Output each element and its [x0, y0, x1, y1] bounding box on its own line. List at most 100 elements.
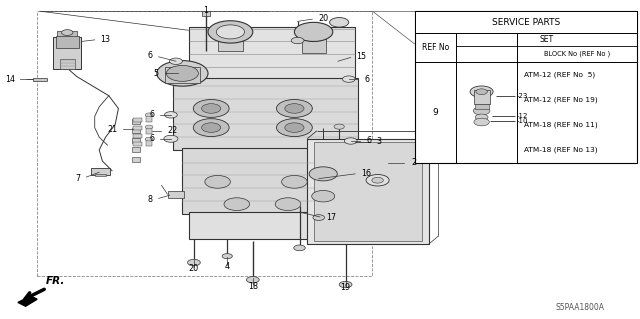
- Circle shape: [202, 104, 221, 113]
- Circle shape: [145, 113, 153, 117]
- Circle shape: [145, 137, 153, 141]
- Text: 6: 6: [149, 134, 154, 143]
- Circle shape: [276, 119, 312, 137]
- Text: REF No: REF No: [422, 43, 449, 52]
- Text: -10: -10: [516, 118, 528, 124]
- Text: 4: 4: [225, 262, 230, 271]
- Circle shape: [282, 175, 307, 188]
- Bar: [165, 67, 200, 83]
- Text: 5: 5: [154, 69, 159, 78]
- Bar: [37, 11, 372, 276]
- Bar: [415, 11, 637, 163]
- Circle shape: [294, 245, 305, 251]
- Bar: [474, 90, 490, 105]
- Circle shape: [188, 259, 200, 266]
- Text: 20: 20: [318, 14, 328, 23]
- Text: 6: 6: [364, 75, 369, 84]
- Bar: [60, 59, 75, 69]
- Text: ATM-12 (REF No 19): ATM-12 (REF No 19): [524, 97, 597, 103]
- Circle shape: [216, 25, 244, 39]
- Bar: [133, 126, 142, 130]
- Circle shape: [339, 281, 352, 288]
- Circle shape: [313, 215, 324, 220]
- Bar: [133, 142, 142, 146]
- Circle shape: [61, 30, 73, 35]
- Circle shape: [330, 18, 349, 27]
- Circle shape: [342, 76, 355, 82]
- Text: 19: 19: [340, 283, 351, 292]
- Circle shape: [372, 177, 383, 183]
- Bar: [133, 118, 142, 122]
- Circle shape: [276, 100, 312, 117]
- Text: ATM-18 (REF No 11): ATM-18 (REF No 11): [524, 122, 597, 128]
- Bar: [146, 115, 152, 122]
- Circle shape: [291, 37, 304, 44]
- Bar: [307, 139, 429, 244]
- Text: 14: 14: [4, 75, 15, 84]
- Circle shape: [344, 138, 357, 144]
- Text: SERVICE PARTS: SERVICE PARTS: [492, 18, 560, 27]
- Circle shape: [366, 174, 389, 186]
- Circle shape: [208, 21, 253, 43]
- Text: 8: 8: [148, 195, 153, 204]
- Bar: [302, 30, 326, 53]
- Bar: [53, 37, 81, 69]
- Circle shape: [205, 175, 230, 188]
- Circle shape: [193, 119, 229, 137]
- Bar: [476, 103, 490, 109]
- Circle shape: [164, 112, 177, 118]
- Bar: [182, 148, 352, 214]
- Circle shape: [202, 123, 221, 132]
- Bar: [146, 127, 152, 134]
- Text: 6: 6: [148, 51, 153, 60]
- Bar: [33, 78, 47, 81]
- Bar: [202, 11, 210, 16]
- Circle shape: [170, 58, 182, 64]
- Text: FR.: FR.: [46, 276, 65, 286]
- Bar: [173, 78, 358, 150]
- Circle shape: [476, 114, 488, 121]
- Bar: [132, 157, 140, 162]
- Text: ATM-12 (REF No  5): ATM-12 (REF No 5): [524, 71, 595, 78]
- Text: 2: 2: [411, 158, 416, 167]
- Polygon shape: [18, 296, 37, 306]
- Bar: [57, 31, 77, 37]
- Text: 3: 3: [376, 137, 381, 146]
- Bar: [91, 168, 110, 175]
- Bar: [132, 138, 140, 143]
- Bar: [95, 174, 106, 176]
- Circle shape: [166, 65, 198, 81]
- Bar: [218, 30, 243, 51]
- Text: 1: 1: [204, 6, 209, 15]
- Circle shape: [275, 198, 301, 211]
- Circle shape: [193, 100, 229, 117]
- Text: 22: 22: [167, 126, 177, 135]
- Text: 13: 13: [100, 35, 111, 44]
- Circle shape: [145, 125, 153, 129]
- Text: SET: SET: [540, 35, 554, 44]
- Circle shape: [222, 254, 232, 259]
- Circle shape: [285, 104, 304, 113]
- Text: 20: 20: [189, 264, 199, 273]
- Bar: [189, 212, 352, 239]
- Bar: [146, 139, 152, 146]
- Circle shape: [164, 135, 178, 142]
- Circle shape: [476, 89, 488, 95]
- Circle shape: [474, 107, 490, 115]
- Text: ATM-18 (REF No 13): ATM-18 (REF No 13): [524, 147, 597, 153]
- Circle shape: [309, 167, 337, 181]
- Circle shape: [294, 22, 333, 41]
- Circle shape: [246, 277, 259, 283]
- Text: BLOCK No (REF No ): BLOCK No (REF No ): [544, 51, 611, 57]
- Text: 7: 7: [76, 174, 81, 182]
- Circle shape: [157, 61, 208, 86]
- Bar: [415, 11, 637, 33]
- Text: -23: -23: [516, 93, 528, 100]
- Text: 6: 6: [366, 137, 371, 145]
- Bar: [132, 128, 140, 133]
- Circle shape: [334, 124, 344, 129]
- Text: -12: -12: [516, 113, 528, 119]
- Circle shape: [312, 190, 335, 202]
- Bar: [133, 134, 142, 138]
- Bar: [132, 147, 140, 152]
